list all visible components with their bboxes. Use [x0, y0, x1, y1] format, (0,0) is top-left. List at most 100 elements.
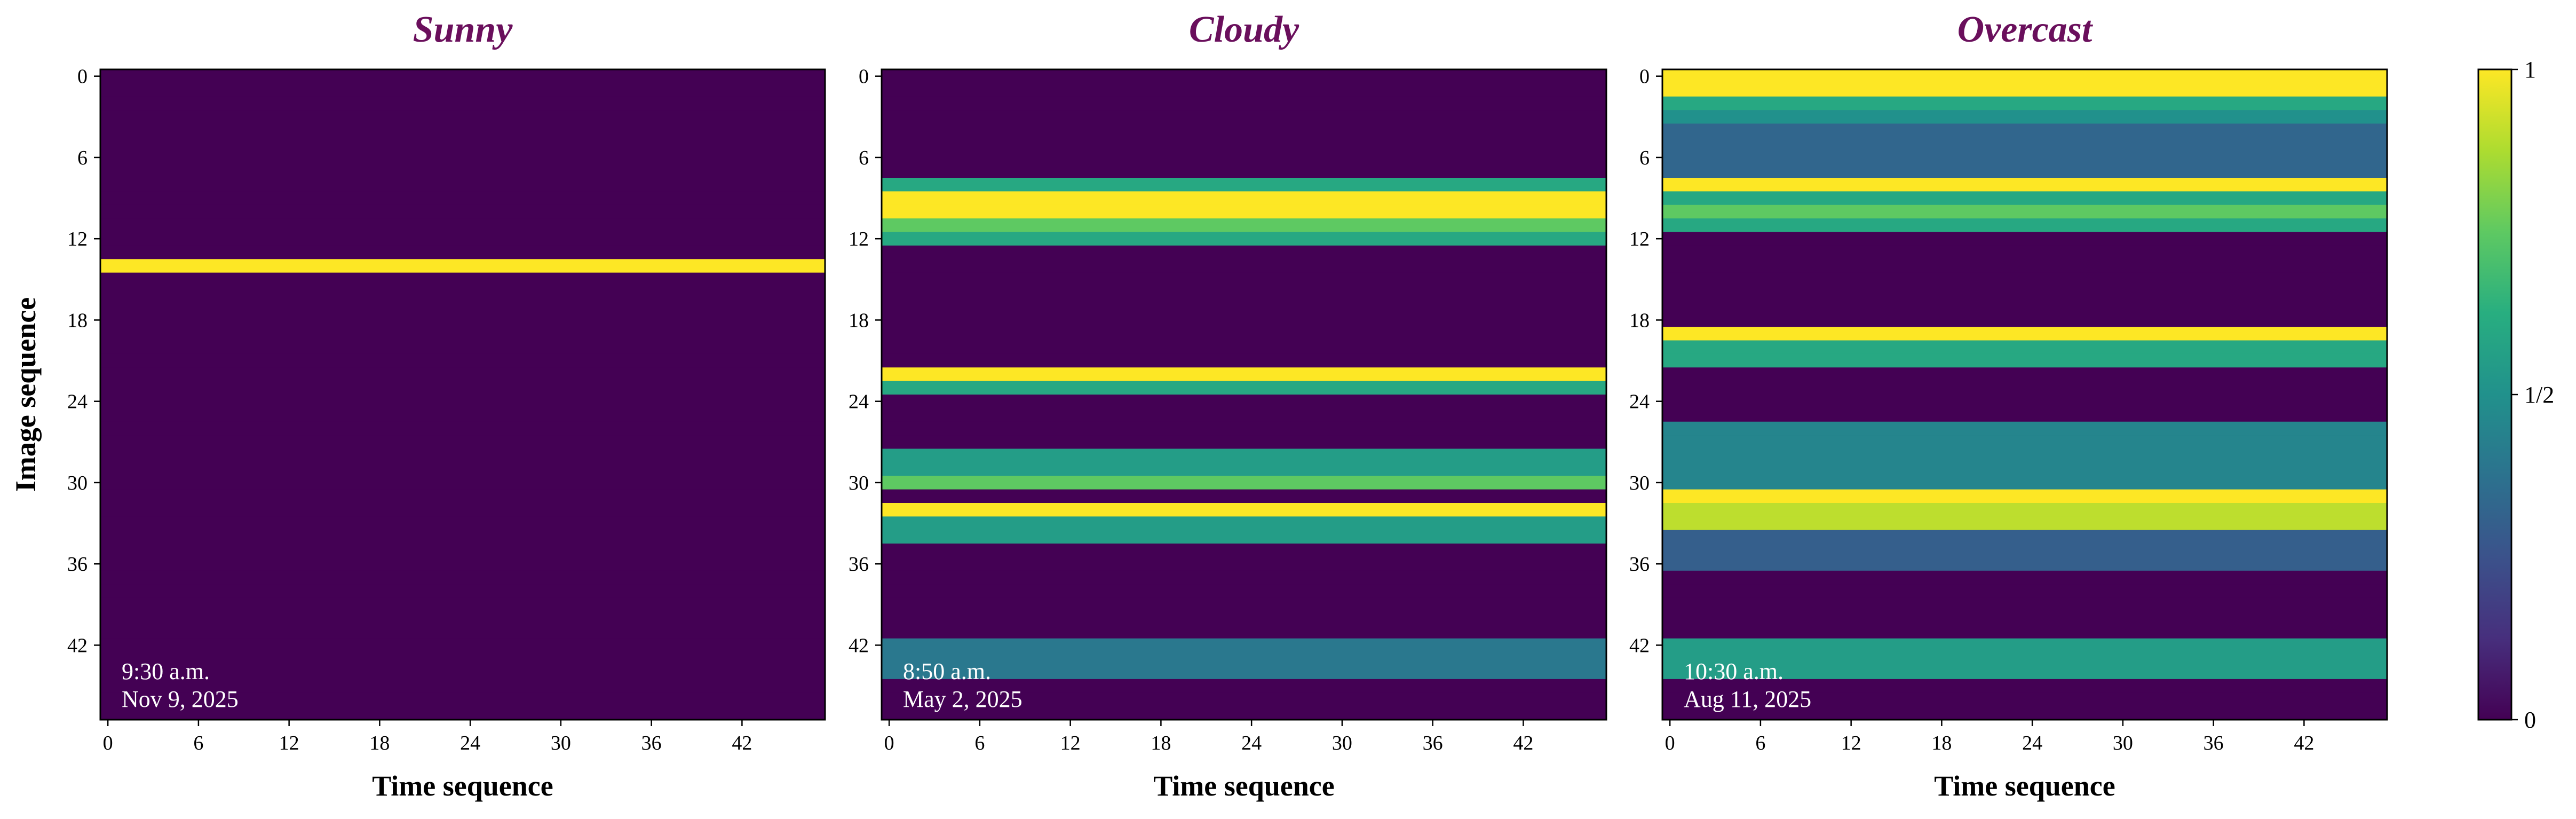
time-date-annotation: 9:30 a.m. [122, 658, 210, 684]
heatmap-row-15 [100, 272, 825, 287]
heatmap-row-19 [1662, 327, 2387, 341]
heatmap-row-4 [882, 123, 1606, 138]
heatmap-row-40 [100, 611, 825, 625]
heatmap-row-44 [1662, 665, 2387, 680]
y-tick-label: 24 [849, 391, 869, 413]
heatmap-row-8 [100, 178, 825, 192]
heatmap-row-47 [1662, 706, 2387, 720]
heatmap-row-35 [1662, 544, 2387, 558]
heatmap-row-47 [100, 706, 825, 720]
heatmap-row-45 [100, 679, 825, 693]
heatmap-row-37 [100, 570, 825, 585]
heatmap-row-6 [100, 151, 825, 165]
x-tick-label: 12 [1060, 732, 1081, 754]
heatmap-row-11 [882, 218, 1606, 233]
heatmap-row-29 [100, 462, 825, 476]
heatmap-row-25 [100, 408, 825, 422]
y-tick-label: 12 [67, 228, 88, 250]
heatmap-row-10 [100, 204, 825, 219]
heatmap-row-2 [100, 96, 825, 111]
heatmap-row-29 [1662, 462, 2387, 476]
heatmap-row-34 [100, 530, 825, 544]
heatmap-row-21 [1662, 353, 2387, 368]
heatmap-row-0 [882, 69, 1606, 83]
heatmap-row-18 [882, 313, 1606, 327]
colorbar-tick-label: 0 [2524, 707, 2536, 733]
heatmap-row-39 [100, 597, 825, 612]
heatmap-row-14 [100, 259, 825, 273]
heatmap-row-3 [1662, 110, 2387, 124]
heatmap-row-2 [1662, 96, 2387, 111]
heatmap-row-1 [1662, 83, 2387, 97]
heatmap-row-5 [100, 137, 825, 151]
y-tick-label: 42 [67, 634, 88, 657]
heatmap-row-10 [1662, 204, 2387, 219]
heatmap-row-22 [100, 367, 825, 382]
heatmap-row-9 [1662, 191, 2387, 206]
heatmap-row-4 [1662, 123, 2387, 138]
heatmap-row-24 [100, 395, 825, 408]
heatmap-row-12 [1662, 232, 2387, 246]
heatmap-row-28 [882, 448, 1606, 463]
heatmap-row-13 [1662, 245, 2387, 259]
x-tick-label: 0 [103, 732, 113, 754]
x-tick-label: 30 [2113, 732, 2133, 754]
heatmap-row-31 [882, 489, 1606, 503]
heatmap-row-19 [100, 327, 825, 341]
y-tick-label: 24 [1629, 391, 1650, 413]
y-tick-label: 24 [67, 391, 88, 413]
heatmap-row-34 [882, 530, 1606, 544]
y-tick-label: 6 [1639, 147, 1650, 169]
heatmap-row-17 [100, 300, 825, 314]
x-tick-label: 24 [1241, 732, 1262, 754]
x-tick-label: 12 [279, 732, 299, 754]
heatmap-row-12 [882, 232, 1606, 246]
heatmap-row-24 [882, 395, 1606, 408]
heatmap-row-36 [1662, 557, 2387, 571]
heatmap-row-43 [1662, 652, 2387, 666]
heatmap-row-38 [1662, 584, 2387, 598]
axes-frame [881, 68, 1607, 721]
time-date-annotation: Aug 11, 2025 [1684, 686, 1811, 712]
heatmap-row-32 [100, 503, 825, 517]
heatmap-row-11 [100, 218, 825, 233]
heatmap-row-3 [100, 110, 825, 124]
heatmap-row-18 [1662, 313, 2387, 327]
panel-overcast: Overcast 0 6 12 18 24 30 36 42 0 6 12 18 24 30 36 42 Time… [1629, 9, 2388, 802]
heatmap-row-18 [100, 313, 825, 327]
heatmap-row-14 [882, 259, 1606, 273]
heatmap-row-14 [1662, 259, 2387, 273]
heatmap-row-22 [1662, 367, 2387, 382]
heatmap-row-2 [882, 96, 1606, 111]
heatmap-row-13 [100, 245, 825, 259]
x-tick-label: 6 [1755, 732, 1765, 754]
panel-cloudy: Cloudy 0 6 12 18 24 30 36 42 0 6 12 18 24 30 36 42 Time s… [849, 9, 1607, 802]
heatmap-row-33 [100, 516, 825, 531]
y-tick-label: 12 [849, 228, 869, 250]
heatmap-row-11 [1662, 218, 2387, 233]
y-tick-label: 12 [1629, 228, 1650, 250]
heatmap-row-42 [1662, 638, 2387, 652]
heatmap-row-20 [882, 340, 1606, 355]
heatmap-row-26 [882, 421, 1606, 436]
heatmap-row-27 [882, 435, 1606, 450]
heatmap-row-6 [882, 151, 1606, 165]
heatmap-row-41 [882, 625, 1606, 639]
panel-title: Overcast [1957, 9, 2094, 50]
x-tick-label: 18 [1931, 732, 1952, 754]
heatmap-row-32 [1662, 503, 2387, 517]
heatmap-panels: Sunny 0 6 12 18 24 30 36 42 0 6 12 18 24 30 36 42 Time se… [67, 9, 2388, 802]
y-tick-label: 6 [859, 147, 869, 169]
heatmap-row-19 [882, 327, 1606, 341]
x-tick-label: 24 [460, 732, 480, 754]
heatmap-row-30 [1662, 476, 2387, 490]
x-tick-label: 30 [1332, 732, 1352, 754]
heatmap-row-7 [1662, 164, 2387, 178]
heatmap-row-40 [1662, 611, 2387, 625]
time-date-annotation: 10:30 a.m. [1684, 658, 1784, 684]
x-tick-label: 42 [1513, 732, 1533, 754]
y-tick-label: 36 [849, 553, 869, 576]
y-tick-label: 18 [67, 309, 88, 332]
heatmap-row-27 [100, 435, 825, 450]
y-tick-label: 0 [77, 66, 88, 88]
